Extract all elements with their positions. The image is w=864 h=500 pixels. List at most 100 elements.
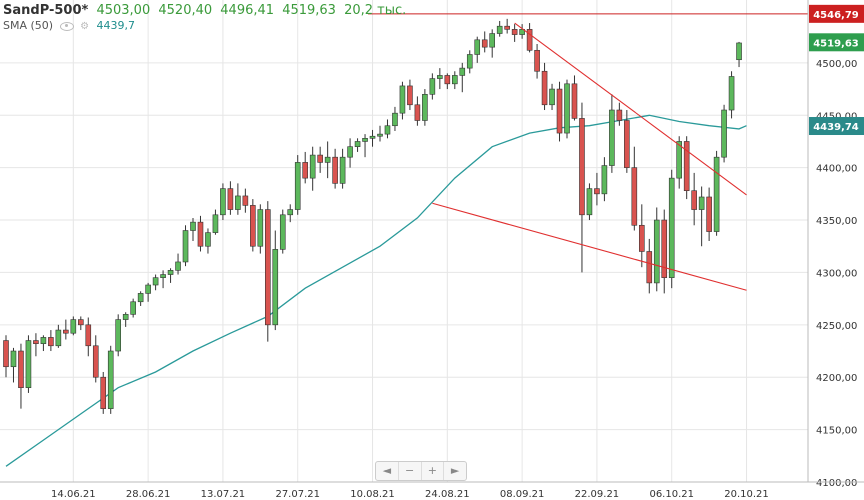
candle[interactable] (152, 274, 159, 291)
candle[interactable] (392, 106, 398, 131)
candle[interactable] (347, 138, 353, 168)
zoom-out-button[interactable]: − (399, 462, 422, 480)
candle[interactable] (272, 230, 279, 331)
candle[interactable] (3, 335, 9, 378)
candle[interactable] (63, 319, 69, 340)
candle[interactable] (594, 172, 600, 206)
candle[interactable] (728, 71, 735, 119)
candle[interactable] (235, 183, 241, 215)
candle[interactable] (459, 62, 466, 93)
candle[interactable] (549, 83, 555, 111)
candle[interactable] (564, 79, 570, 139)
candle[interactable] (631, 146, 638, 231)
candle[interactable] (362, 134, 368, 158)
candle[interactable] (691, 172, 697, 226)
candle[interactable] (190, 217, 196, 241)
candle[interactable] (309, 146, 316, 191)
candle[interactable] (541, 62, 548, 111)
candle[interactable] (18, 343, 24, 409)
candle[interactable] (721, 104, 727, 163)
candle[interactable] (504, 18, 510, 34)
scroll-right-button[interactable]: ► (450, 464, 460, 477)
candle[interactable] (279, 209, 286, 254)
candle[interactable] (369, 129, 376, 147)
candle[interactable] (496, 20, 503, 37)
candle[interactable] (736, 41, 742, 68)
candle[interactable] (205, 228, 211, 254)
candle[interactable] (713, 150, 720, 236)
candle[interactable] (167, 268, 174, 283)
candle[interactable] (683, 136, 690, 200)
candle[interactable] (437, 68, 443, 90)
candle[interactable] (115, 314, 121, 357)
candle[interactable] (474, 36, 481, 63)
candle[interactable] (287, 204, 294, 223)
candle[interactable] (197, 215, 204, 252)
candle[interactable] (668, 169, 675, 289)
candle[interactable] (100, 371, 107, 414)
candle[interactable] (616, 102, 623, 126)
candle[interactable] (586, 183, 593, 221)
candle[interactable] (40, 335, 47, 352)
candle[interactable] (444, 73, 451, 90)
settings-icon[interactable]: ⚙ (80, 21, 90, 32)
candle[interactable] (339, 148, 346, 189)
candle[interactable] (601, 157, 608, 202)
candle[interactable] (212, 209, 219, 235)
candle[interactable] (33, 333, 39, 357)
candle[interactable] (646, 238, 653, 294)
candle[interactable] (429, 73, 436, 100)
candle[interactable] (653, 207, 660, 292)
candle[interactable] (10, 347, 17, 383)
zoom-in-button[interactable]: + (422, 462, 445, 480)
candle[interactable] (182, 225, 189, 267)
candle[interactable] (511, 24, 518, 42)
candle[interactable] (227, 181, 234, 215)
candle[interactable] (661, 209, 668, 294)
candle[interactable] (489, 29, 496, 58)
candle[interactable] (25, 335, 32, 393)
candle[interactable] (257, 204, 264, 254)
candle[interactable] (242, 188, 249, 213)
candle[interactable] (571, 75, 578, 121)
candle[interactable] (609, 94, 615, 173)
candle[interactable] (175, 253, 181, 275)
candle[interactable] (264, 201, 271, 342)
candle[interactable] (451, 71, 458, 90)
candle[interactable] (526, 23, 533, 53)
candle[interactable] (317, 146, 323, 173)
candle[interactable] (377, 125, 383, 142)
candle[interactable] (534, 44, 540, 79)
candle[interactable] (481, 31, 488, 53)
candle[interactable] (638, 204, 645, 268)
candle[interactable] (137, 291, 144, 306)
candle[interactable] (250, 199, 256, 252)
candle[interactable] (624, 110, 630, 173)
eye-icon[interactable] (59, 21, 74, 31)
candle[interactable] (92, 335, 99, 383)
candle[interactable] (145, 282, 151, 302)
candle[interactable] (48, 330, 54, 352)
candle[interactable] (107, 345, 114, 414)
candle[interactable] (332, 148, 338, 189)
candle[interactable] (294, 155, 301, 215)
candle[interactable] (130, 298, 136, 318)
candle[interactable] (414, 96, 421, 126)
candle[interactable] (698, 186, 705, 247)
candle[interactable] (85, 317, 92, 357)
candle[interactable] (399, 81, 406, 120)
candle[interactable] (706, 187, 712, 241)
candle[interactable] (78, 316, 84, 331)
candle[interactable] (55, 324, 62, 348)
candle[interactable] (324, 141, 331, 179)
candle[interactable] (466, 50, 473, 74)
candle[interactable] (160, 270, 166, 289)
candle[interactable] (70, 316, 77, 336)
candle[interactable] (556, 81, 563, 142)
candle[interactable] (384, 119, 391, 139)
candle[interactable] (407, 79, 413, 111)
candle[interactable] (220, 183, 226, 221)
candle[interactable] (354, 138, 361, 152)
candle[interactable] (302, 151, 309, 184)
